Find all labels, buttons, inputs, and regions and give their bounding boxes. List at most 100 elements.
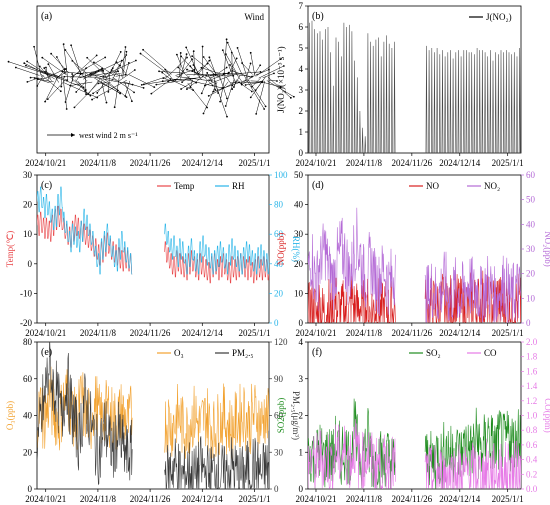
wind-vector: [140, 53, 169, 75]
x-tick-label: 2024/10/21: [295, 158, 336, 168]
wind-vector-head: [125, 96, 128, 99]
wind-vector-head: [127, 62, 130, 64]
wind-vector-head: [113, 106, 116, 109]
wind-vector: [186, 75, 205, 90]
wind-vector: [232, 70, 252, 78]
y-right-tick-label: 1.2: [526, 396, 537, 406]
y-right-tick-label: 0: [274, 484, 279, 494]
reference-label: west wind 2 m s⁻¹: [79, 131, 138, 140]
y-right-tick-label: 30: [274, 447, 284, 457]
y-tick-label: 2: [299, 106, 304, 116]
wind-vector-head: [62, 43, 65, 46]
x-tick-label: 2024/11/8: [80, 494, 117, 504]
legend-label: J(NO₂): [486, 12, 512, 22]
wind-vector: [63, 44, 69, 81]
wind-vector-head: [179, 52, 182, 54]
data-area: [37, 342, 269, 489]
wind-vector: [63, 82, 98, 98]
y-right-tick-label: 80: [274, 200, 284, 210]
panel-4: 2024/10/21 2024/11/8 2024/11/26 2024/12/14 2…: [276, 170, 550, 338]
wind-vector: [203, 56, 221, 80]
wind-vector-head: [104, 56, 107, 59]
wind-vector-head: [155, 83, 158, 86]
wind-vector-head: [85, 93, 87, 95]
wind-vector-head: [207, 94, 210, 97]
series-line-pm25: [164, 436, 269, 489]
x-tick-label: 2024/12/14: [439, 494, 481, 504]
legend-label: Temp: [174, 181, 195, 191]
wind-vector-head: [66, 79, 68, 82]
wind-vector-head: [7, 60, 10, 63]
legend-label: O₃: [174, 348, 184, 358]
y-tick-label: 0: [299, 148, 304, 158]
wind-vector: [204, 75, 232, 86]
panel-2: 2024/10/21 2024/11/8 2024/11/26 2024/12/14 2…: [276, 1, 524, 168]
wind-vector: [248, 80, 266, 107]
wind-vector: [122, 51, 127, 78]
panel-label: (c): [41, 180, 52, 191]
wind-vector-head: [142, 83, 145, 86]
wind-vector: [255, 80, 266, 114]
wind-vector: [93, 62, 115, 76]
wind-vector-head: [240, 83, 243, 86]
wind-vector-head: [224, 105, 227, 107]
y-tick-label: 10: [23, 229, 33, 239]
wind-vector: [37, 78, 54, 83]
y-tick-label: 20: [23, 447, 33, 457]
y-tick-label: 3: [299, 85, 304, 95]
wind-vector: [163, 77, 174, 82]
wind-vector: [250, 76, 267, 98]
y-right-tick-label: 2.0: [526, 337, 538, 347]
wind-vector: [62, 75, 67, 110]
wind-vector-head: [227, 71, 230, 74]
wind-vector-head: [134, 59, 137, 62]
wind-vector: [121, 47, 126, 77]
series-line-co: [424, 438, 521, 489]
wind-vector: [151, 82, 167, 94]
y-axis-label: J(NO₂)(×10⁻³ s⁻¹): [276, 46, 286, 112]
wind-vector: [258, 65, 284, 79]
wind-vector-head: [161, 71, 164, 74]
wind-vector-head: [259, 64, 262, 67]
y-right-axis-label: PM₂.₅(μg/m³): [291, 391, 301, 440]
wind-vector-head: [117, 70, 120, 73]
wind-vector-head: [92, 61, 95, 64]
series-line-no2: [424, 251, 521, 323]
wind-vector-head: [65, 108, 68, 110]
y-right-tick-label: 20: [526, 269, 536, 279]
y-right-axis-label: NO₂(ppb): [543, 231, 550, 267]
x-tick-label: 2024/11/26: [130, 158, 171, 168]
wind-vector-head: [202, 56, 205, 58]
wind-vector-head: [97, 82, 100, 85]
y-right-tick-label: 100: [274, 170, 288, 180]
legend-label: NO: [426, 181, 439, 191]
wind-vector-head: [181, 81, 184, 84]
wind-vector: [101, 80, 107, 103]
wind-vector-head: [225, 53, 227, 56]
x-tick-label: 2025/1/1: [238, 328, 270, 338]
wind-vector-head: [38, 65, 41, 68]
wind-vector: [72, 60, 92, 78]
wind-vector: [180, 82, 192, 90]
wind-vector: [214, 82, 228, 117]
y-right-tick-label: 20: [274, 288, 284, 298]
wind-vector: [60, 75, 63, 87]
wind-vector: [114, 74, 120, 108]
wind-vector-head: [161, 80, 164, 83]
wind-vector: [87, 78, 101, 95]
y-tick-label: 0: [28, 259, 33, 269]
wind-vector-head: [225, 38, 228, 41]
wind-vector-head: [279, 86, 282, 88]
wind-vector: [213, 79, 247, 92]
wind-vector-head: [87, 93, 89, 96]
y-tick-label: 0: [299, 318, 304, 328]
wind-vector: [48, 64, 59, 83]
panel-3: 2024/10/21 2024/11/8 2024/11/26 2024/12/14 2…: [5, 170, 301, 338]
wind-vector: [225, 54, 238, 75]
wind-vector-head: [236, 47, 239, 49]
wind-vector: [225, 78, 235, 107]
wind-vector-head: [140, 83, 143, 86]
wind-vector: [256, 69, 269, 75]
wind-vector-head: [46, 98, 49, 101]
y-tick-label: 30: [23, 170, 33, 180]
